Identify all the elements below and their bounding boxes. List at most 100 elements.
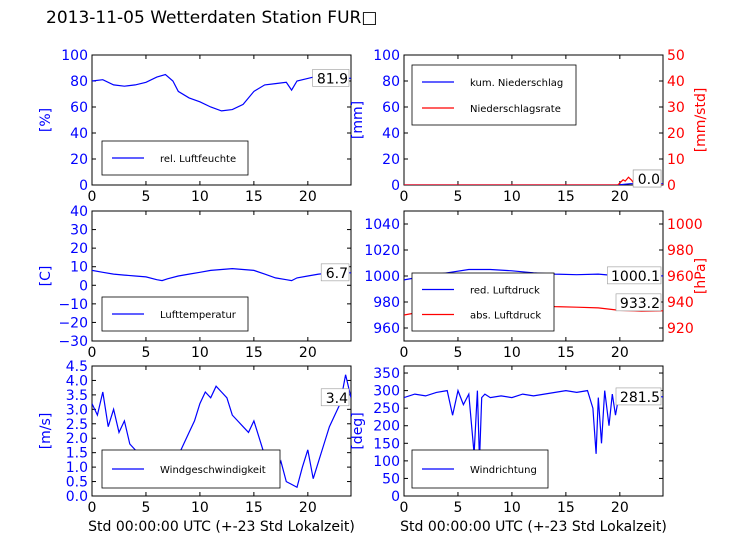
y-axis-label: [deg] (350, 412, 366, 449)
legend: rel. Luftfeuchte (101, 140, 249, 176)
series-line-humidity-0 (92, 73, 351, 112)
y-tick-label: 960 (373, 321, 400, 337)
panel-humidity: 0 5 10 15 20 0 20 40 60 80 100 [%] rel. Luftfeuchte 8… (38, 48, 352, 205)
y2-tick-label: 920 (667, 321, 694, 337)
y2-tick-label: 1000 (667, 217, 703, 233)
y-tick-label: 40 (70, 126, 88, 142)
x-tick-label: 5 (141, 189, 150, 205)
panel-temperature: 0 5 10 15 20 −30 −20 −10 0 10 20 30 40 [C] Lufttempera… (38, 204, 352, 361)
last-value-label-box (320, 388, 350, 407)
page-title: 2013-11-05 Wetterdaten Station FUR□ (46, 8, 378, 28)
x-tick-label: 20 (611, 189, 629, 205)
y2-tick-label: 0 (667, 178, 676, 194)
y-tick-label: 1000 (364, 269, 400, 285)
x-tick-label: 15 (245, 500, 263, 516)
x-tick-label: 10 (191, 345, 209, 361)
legend-box (411, 64, 577, 126)
x-tick-label: 10 (191, 189, 209, 205)
y-tick-label: 100 (373, 454, 400, 470)
y-tick-label: 60 (70, 100, 88, 116)
y-tick-label: 3.0 (66, 402, 88, 418)
y-tick-label: 2.5 (66, 417, 88, 433)
x-tick-label: 20 (299, 189, 317, 205)
x-tick-label: 10 (503, 189, 521, 205)
y-tick-label: 40 (382, 126, 400, 142)
y-tick-label: 250 (373, 401, 400, 417)
y-tick-label: 300 (373, 384, 400, 400)
legend: Windrichtung (411, 449, 549, 489)
x-tick-label: 5 (141, 345, 150, 361)
y-tick-label: 60 (382, 100, 400, 116)
x-tick-label: 5 (453, 500, 462, 516)
legend-label: Lufttemperatur (160, 310, 237, 321)
y-tick-label: 20 (70, 152, 88, 168)
legend: kum. Niederschlag Niederschlagsrate (411, 64, 577, 126)
y-tick-label: 0 (391, 489, 400, 505)
last-value-label: 3.4 (326, 391, 348, 407)
last-value-label-box (312, 69, 350, 87)
y-tick-label: 0 (79, 178, 88, 194)
y2-axis-label: [hPa] (693, 258, 709, 294)
x-tick-label: 0 (400, 189, 409, 205)
legend-label: Niederschlagsrate (470, 104, 561, 115)
y-tick-label: −10 (58, 297, 88, 313)
y-axis-label: [mm] (350, 101, 366, 139)
y-tick-label: 3.5 (66, 388, 88, 404)
y-tick-label: 1040 (364, 217, 400, 233)
legend-label: abs. Luftdruck (470, 311, 541, 322)
x-tick-label: 20 (299, 345, 317, 361)
y-axis-label: [C] (38, 266, 54, 287)
y-axis-label: [%] (38, 108, 54, 132)
y-tick-label: 4.5 (66, 359, 88, 375)
panel-windspeed: 0 5 10 15 20 0.00.51.01.52.02.53.03.54.04.5 [m… (38, 359, 355, 535)
y-tick-label: 20 (70, 241, 88, 257)
panel-pressure: 0 5 10 15 20 960 980 1000 1020 1040 920 940 960 980 10… (364, 210, 709, 361)
last-value-label-box (615, 387, 662, 406)
y-tick-label: 100 (373, 48, 400, 64)
x-tick-label: 0 (400, 345, 409, 361)
y-tick-label: 0 (79, 278, 88, 294)
y2-tick-label: 980 (667, 243, 694, 259)
x-tick-label: 5 (453, 345, 462, 361)
x-tick-label: 10 (191, 500, 209, 516)
y-tick-label: 50 (382, 471, 400, 487)
y2-tick-label: 50 (667, 48, 685, 64)
x-tick-label: 0 (88, 189, 97, 205)
x-tick-label: 20 (299, 500, 317, 516)
y2-axis-label: [mm/std] (693, 88, 709, 153)
x-axis-label: Std 00:00:00 UTC (+-23 Std Lokalzeit) (88, 519, 355, 535)
y2-tick-label: 960 (667, 269, 694, 285)
y-tick-label: 2.0 (66, 431, 88, 447)
y-tick-label: 1.5 (66, 446, 88, 462)
legend: red. Luftdruck abs. Luftdruck (411, 272, 555, 332)
last-value-label: 1000.1 (611, 269, 660, 285)
y2-tick-label: 40 (667, 74, 685, 90)
y-tick-label: 80 (70, 74, 88, 90)
y-tick-label: 0.0 (66, 489, 88, 505)
legend-box (411, 272, 555, 332)
last-value-label-2-box (615, 293, 662, 312)
y-tick-label: 4.0 (66, 373, 88, 389)
y-tick-label: −30 (58, 334, 88, 350)
y-tick-label: 0.5 (66, 475, 88, 491)
last-value-label-2-box (632, 169, 662, 188)
x-tick-label: 10 (503, 500, 521, 516)
x-tick-label: 15 (557, 500, 575, 516)
y-tick-label: 80 (382, 74, 400, 90)
y-tick-label: −20 (58, 315, 88, 331)
x-tick-label: 15 (557, 189, 575, 205)
y-tick-label: 20 (382, 152, 400, 168)
x-tick-label: 0 (400, 500, 409, 516)
last-value-label: 6.7 (326, 266, 348, 282)
x-tick-label: 10 (503, 345, 521, 361)
x-tick-label: 20 (611, 345, 629, 361)
y-tick-label: 40 (70, 204, 88, 220)
x-tick-label: 0 (88, 500, 97, 516)
x-tick-label: 20 (611, 500, 629, 516)
x-tick-label: 15 (245, 345, 263, 361)
legend: Windgeschwindigkeit (101, 449, 281, 489)
x-tick-label: 15 (557, 345, 575, 361)
x-tick-label: 15 (245, 189, 263, 205)
y-tick-label: 1.0 (66, 460, 88, 476)
